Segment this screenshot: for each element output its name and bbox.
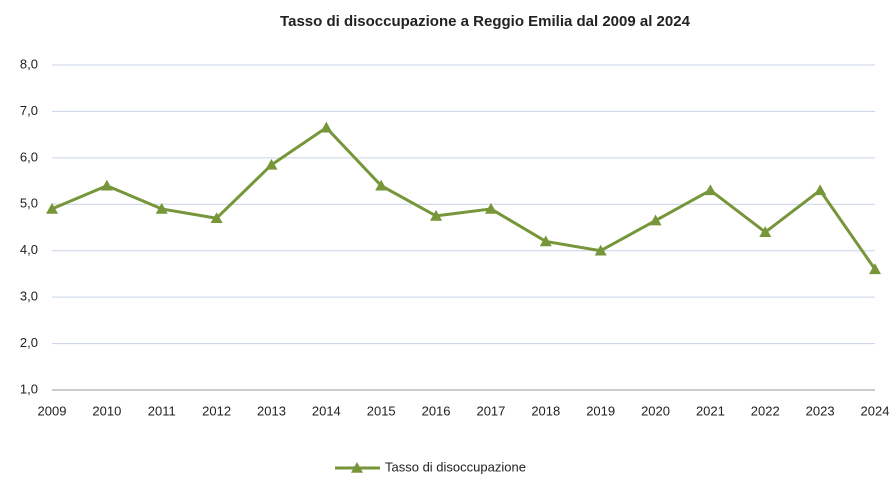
x-tick-label: 2009 [38, 403, 67, 418]
point-marker [759, 226, 772, 237]
x-tick-label: 2018 [531, 403, 560, 418]
point-marker [375, 179, 388, 191]
x-tick-label: 2011 [148, 403, 176, 418]
point-marker [704, 184, 717, 196]
y-tick-label: 1,0 [20, 381, 38, 396]
y-tick-label: 2,0 [20, 335, 38, 350]
point-marker [100, 179, 113, 191]
x-tick-label: 2010 [92, 403, 121, 418]
x-tick-label: 2019 [586, 403, 615, 418]
x-tick-label: 2015 [367, 403, 396, 418]
point-marker [869, 263, 881, 275]
x-tick-label: 2020 [641, 403, 670, 418]
point-marker [814, 184, 827, 196]
point-marker [46, 202, 58, 214]
legend-marker [351, 462, 363, 473]
x-tick-label: 2021 [696, 403, 725, 418]
y-tick-label: 6,0 [20, 149, 38, 164]
point-marker [430, 209, 443, 221]
x-tick-label: 2014 [312, 403, 341, 418]
y-tick-label: 8,0 [20, 56, 38, 71]
point-marker [484, 202, 497, 214]
chart-title: Tasso di disoccupazione a Reggio Emilia … [280, 13, 691, 30]
y-tick-label: 5,0 [20, 196, 38, 211]
point-marker [265, 158, 278, 170]
point-marker [210, 212, 223, 224]
x-tick-label: 2016 [422, 403, 451, 418]
point-marker [594, 244, 607, 256]
line [51, 126, 877, 271]
x-tick-label: 2013 [257, 403, 286, 418]
point-marker [649, 214, 662, 226]
y-tick-label: 7,0 [20, 103, 38, 118]
x-tick-label: 2017 [476, 403, 505, 418]
x-tick-label: 2022 [751, 403, 780, 418]
legend-label: Tasso di disoccupazione [385, 459, 526, 474]
point-marker [155, 202, 168, 214]
x-tick-label: 2024 [861, 403, 890, 418]
x-tick-label: 2023 [806, 403, 835, 418]
x-tick-label: 2012 [202, 403, 231, 418]
point-marker [539, 235, 552, 247]
y-tick-label: 4,0 [20, 242, 38, 257]
y-tick-label: 3,0 [20, 289, 38, 304]
point-marker [320, 121, 333, 133]
